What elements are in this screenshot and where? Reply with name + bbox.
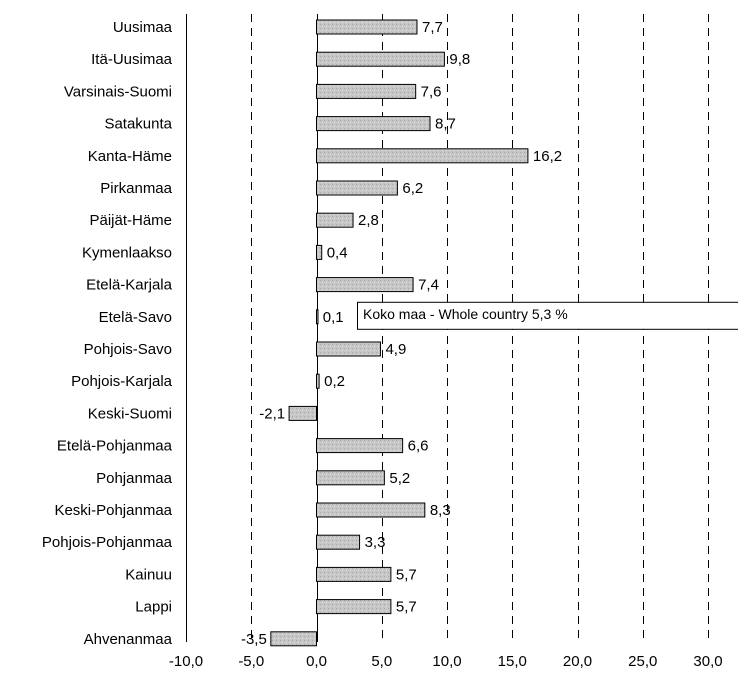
value-label-5: 6,2	[402, 180, 423, 197]
value-label-12: -2,1	[259, 405, 285, 422]
x-tick-label-2: 0,0	[306, 653, 327, 670]
category-label-2: Varsinais-Suomi	[64, 83, 172, 100]
annotation-text: Koko maa - Whole country 5,3 %	[363, 306, 568, 322]
value-label-3: 8,7	[435, 116, 456, 133]
bar-5	[316, 180, 398, 196]
bar-14	[316, 470, 385, 486]
bar-9	[316, 309, 319, 325]
bars	[270, 19, 529, 647]
x-tick-label-7: 25,0	[628, 653, 657, 670]
value-label-9: 0,1	[323, 309, 344, 326]
category-label-0: Uusimaa	[113, 19, 173, 36]
value-label-15: 8,3	[430, 502, 451, 519]
bar-17	[316, 566, 392, 582]
x-tick-label-1: -5,0	[238, 653, 264, 670]
category-label-4: Kanta-Häme	[88, 148, 172, 165]
value-label-6: 2,8	[358, 212, 379, 229]
category-label-7: Kymenlaakso	[82, 244, 172, 261]
x-tick-label-8: 30,0	[693, 653, 722, 670]
bar-18	[316, 599, 392, 615]
category-label-14: Pohjanmaa	[96, 470, 173, 487]
bar-0	[316, 19, 418, 35]
bar-3	[316, 116, 431, 132]
bar-2	[316, 83, 417, 99]
value-label-14: 5,2	[389, 470, 410, 487]
category-label-18: Lappi	[135, 599, 172, 616]
category-label-16: Pohjois-Pohjanmaa	[42, 534, 173, 551]
value-label-18: 5,7	[396, 599, 417, 616]
bar-11	[316, 373, 320, 389]
bar-1	[316, 51, 445, 67]
category-label-15: Keski-Pohjanmaa	[54, 502, 172, 519]
bar-6	[316, 212, 354, 228]
bar-15	[316, 502, 426, 518]
value-label-0: 7,7	[422, 19, 443, 36]
category-labels: Uusimaa Itä-Uusimaa Varsinais-Suomi Satakun…	[42, 19, 173, 648]
value-label-4: 16,2	[533, 148, 562, 165]
value-label-19: -3,5	[241, 631, 267, 648]
category-label-13: Etelä-Pohjanmaa	[57, 438, 173, 455]
category-label-6: Päijät-Häme	[89, 212, 172, 229]
x-tick-label-6: 20,0	[563, 653, 592, 670]
x-tick-labels: -10,0 -5,0 0,0 5,0 10,0 15,0 20,0 25,0 30,0	[169, 653, 723, 670]
x-tick-label-5: 15,0	[498, 653, 527, 670]
category-label-3: Satakunta	[104, 116, 172, 133]
x-tick-label-4: 10,0	[432, 653, 461, 670]
category-label-9: Etelä-Savo	[99, 309, 172, 326]
value-label-10: 4,9	[385, 341, 406, 358]
value-label-16: 3,3	[365, 534, 386, 551]
bar-8	[316, 277, 414, 293]
bar-7	[316, 244, 323, 260]
bar-19	[270, 631, 318, 647]
category-label-19: Ahvenanmaa	[84, 631, 173, 648]
bar-4	[316, 148, 529, 164]
annotation-box	[357, 301, 738, 330]
value-label-13: 6,6	[408, 438, 429, 455]
bar-10	[316, 341, 381, 357]
value-label-7: 0,4	[327, 244, 348, 261]
category-label-8: Etelä-Karjala	[86, 277, 173, 294]
value-label-17: 5,7	[396, 566, 417, 583]
category-label-5: Pirkanmaa	[100, 180, 172, 197]
value-labels: 7,7 9,8 7,6 8,7 16,2 6,2 2,8 0,4 7,4 0,1 4,9 0,2 -2,…	[241, 19, 562, 648]
x-tick-label-3: 5,0	[371, 653, 392, 670]
bar-13	[316, 438, 404, 454]
category-label-12: Keski-Suomi	[88, 405, 172, 422]
x-tick-label-0: -10,0	[169, 653, 203, 670]
value-label-8: 7,4	[418, 277, 439, 294]
value-label-1: 9,8	[449, 51, 470, 68]
category-label-17: Kainuu	[125, 566, 172, 583]
category-label-1: Itä-Uusimaa	[91, 51, 173, 68]
annotation: Koko maa - Whole country 5,3 %	[357, 301, 738, 330]
value-label-11: 0,2	[324, 373, 345, 390]
category-label-10: Pohjois-Savo	[84, 341, 172, 358]
bar-16	[316, 534, 361, 550]
bar-12	[288, 405, 318, 421]
category-label-11: Pohjois-Karjala	[71, 373, 173, 390]
value-label-2: 7,6	[421, 83, 442, 100]
